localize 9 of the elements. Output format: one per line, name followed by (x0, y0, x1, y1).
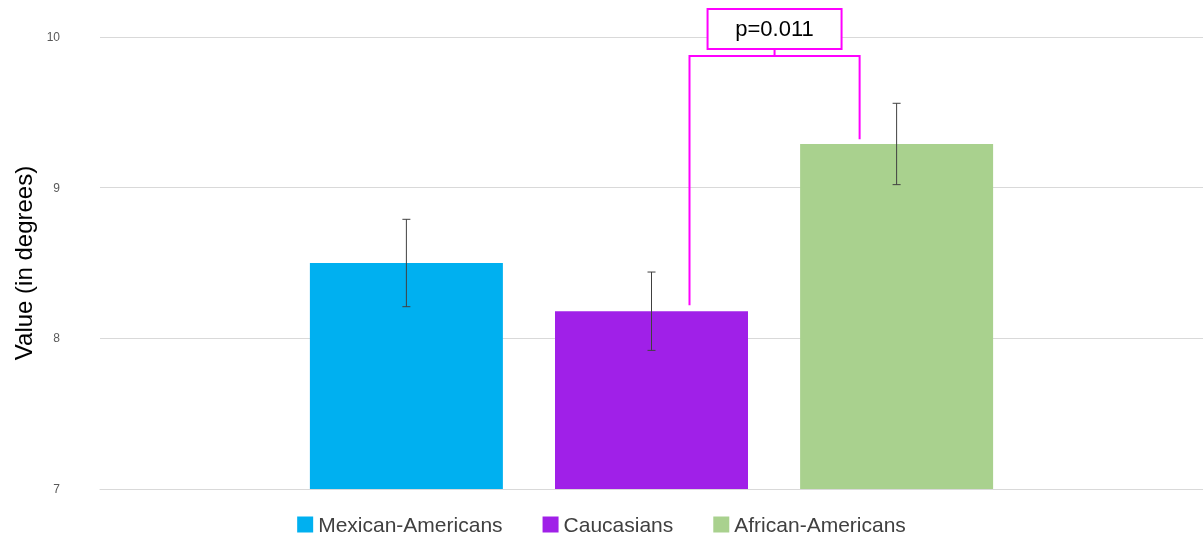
legend-label: Mexican-Americans (318, 513, 503, 536)
y-axis-title: Value (in degrees) (9, 165, 37, 361)
y-tick-label: 9 (53, 180, 61, 195)
legend-label: Caucasians (563, 513, 674, 536)
annotation: p=0.011 (707, 9, 842, 49)
y-tick-label: 7 (53, 482, 61, 496)
y-tick-label: 8 (53, 331, 61, 346)
y-tick-label: 10 (46, 30, 61, 44)
legend-label: African-Americans (734, 513, 906, 536)
